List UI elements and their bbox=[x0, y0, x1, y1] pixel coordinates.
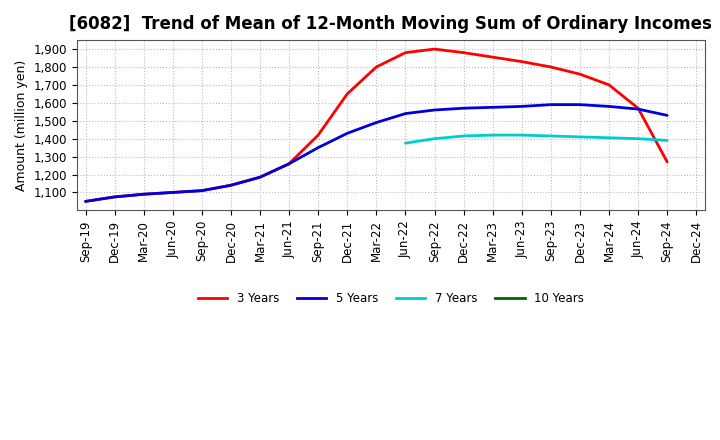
3 Years bbox=[343, 91, 351, 96]
3 Years bbox=[605, 82, 613, 88]
5 Years bbox=[430, 107, 438, 113]
Line: 3 Years: 3 Years bbox=[86, 49, 667, 202]
3 Years bbox=[546, 64, 555, 70]
3 Years bbox=[168, 190, 177, 195]
3 Years bbox=[663, 159, 672, 165]
3 Years bbox=[227, 183, 235, 188]
Legend: 3 Years, 5 Years, 7 Years, 10 Years: 3 Years, 5 Years, 7 Years, 10 Years bbox=[193, 288, 589, 310]
Y-axis label: Amount (million yen): Amount (million yen) bbox=[15, 59, 28, 191]
5 Years bbox=[227, 183, 235, 188]
5 Years bbox=[110, 194, 119, 200]
3 Years bbox=[197, 188, 206, 193]
5 Years bbox=[285, 161, 294, 166]
5 Years bbox=[140, 191, 148, 197]
7 Years bbox=[634, 136, 642, 141]
5 Years bbox=[256, 175, 264, 180]
7 Years bbox=[488, 132, 497, 138]
3 Years bbox=[140, 191, 148, 197]
5 Years bbox=[634, 106, 642, 112]
3 Years bbox=[459, 50, 468, 55]
3 Years bbox=[430, 47, 438, 52]
5 Years bbox=[343, 131, 351, 136]
7 Years bbox=[401, 140, 410, 146]
3 Years bbox=[372, 64, 381, 70]
7 Years bbox=[546, 133, 555, 139]
7 Years bbox=[459, 133, 468, 139]
Title: [6082]  Trend of Mean of 12-Month Moving Sum of Ordinary Incomes: [6082] Trend of Mean of 12-Month Moving … bbox=[69, 15, 712, 33]
5 Years bbox=[459, 106, 468, 111]
5 Years bbox=[197, 188, 206, 193]
5 Years bbox=[575, 102, 584, 107]
3 Years bbox=[401, 50, 410, 55]
3 Years bbox=[314, 132, 323, 138]
5 Years bbox=[401, 111, 410, 116]
3 Years bbox=[518, 59, 526, 64]
3 Years bbox=[634, 106, 642, 111]
7 Years bbox=[518, 132, 526, 138]
5 Years bbox=[372, 120, 381, 125]
7 Years bbox=[430, 136, 438, 141]
Line: 7 Years: 7 Years bbox=[405, 135, 667, 143]
3 Years bbox=[256, 175, 264, 180]
5 Years bbox=[81, 199, 90, 204]
7 Years bbox=[605, 135, 613, 140]
7 Years bbox=[575, 134, 584, 139]
3 Years bbox=[488, 55, 497, 60]
3 Years bbox=[81, 199, 90, 204]
Line: 5 Years: 5 Years bbox=[86, 105, 667, 202]
5 Years bbox=[518, 104, 526, 109]
5 Years bbox=[314, 145, 323, 150]
5 Years bbox=[168, 190, 177, 195]
5 Years bbox=[546, 102, 555, 107]
3 Years bbox=[285, 161, 294, 166]
7 Years bbox=[663, 138, 672, 143]
3 Years bbox=[110, 194, 119, 200]
5 Years bbox=[488, 105, 497, 110]
5 Years bbox=[605, 104, 613, 109]
3 Years bbox=[575, 72, 584, 77]
5 Years bbox=[663, 113, 672, 118]
